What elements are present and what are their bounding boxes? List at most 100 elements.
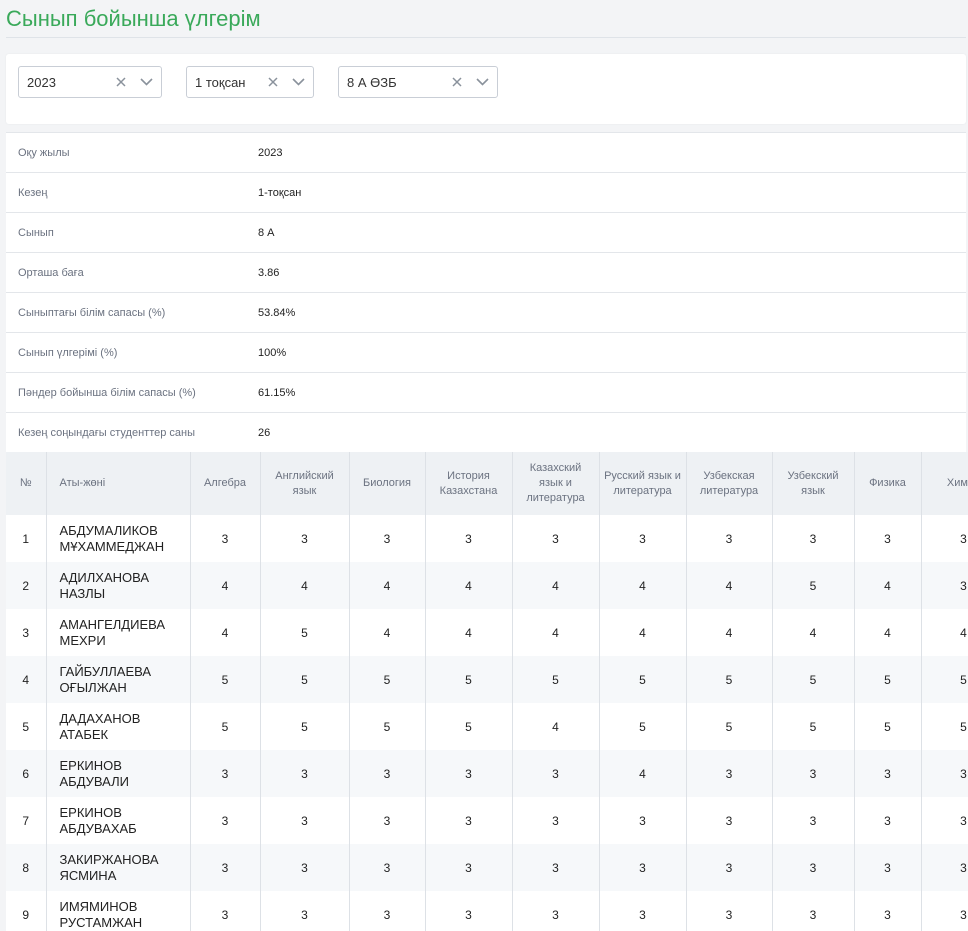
grade-cell: 3 (260, 797, 350, 844)
grade-cell: 5 (425, 656, 513, 703)
grade-cell: 3 (349, 844, 426, 891)
grade-cell: 3 (512, 797, 600, 844)
quarter-select[interactable]: 1 тоқсан (186, 66, 314, 98)
class-select[interactable]: 8 А ӨЗБ (338, 66, 498, 98)
grade-cell: 3 (349, 797, 426, 844)
column-header-subject[interactable]: Узбекский язык (772, 452, 855, 515)
quarter-select-value: 1 тоқсан (195, 74, 246, 90)
grade-cell: 3 (854, 891, 922, 931)
info-value: 53.84% (258, 306, 296, 319)
grade-cell: 3 (854, 844, 922, 891)
grade-cell: 3 (772, 844, 855, 891)
grade-cell: 4 (512, 562, 600, 609)
page-title: Сынып бойынша үлгерім (6, 6, 261, 31)
grade-cell: 3 (772, 750, 855, 797)
grade-cell: 3 (854, 750, 922, 797)
info-label: Сынып (18, 226, 54, 239)
grade-cell: 3 (425, 891, 513, 931)
column-header-subject[interactable]: Физика (854, 452, 922, 515)
grade-cell: 4 (260, 562, 350, 609)
grade-cell: 3 (349, 515, 426, 562)
grade-cell: 5 (921, 703, 968, 750)
clear-class-icon[interactable] (449, 77, 465, 87)
grade-cell: 4 (349, 562, 426, 609)
grade-cell: 3 (512, 891, 600, 931)
grade-cell: 3 (772, 515, 855, 562)
grade-cell: 4 (512, 703, 600, 750)
grade-cell: 3 (512, 844, 600, 891)
student-name: ЕРКИНОВ АБДУВАЛИ (46, 750, 191, 797)
info-value: 8 А (258, 226, 275, 239)
row-number: 3 (6, 609, 47, 656)
grade-cell: 3 (921, 750, 968, 797)
student-name: ДАДАХАНОВ АТАБЕК (46, 703, 191, 750)
chevron-down-icon[interactable] (473, 78, 491, 86)
grade-cell: 4 (599, 750, 687, 797)
grade-cell: 5 (260, 703, 350, 750)
grade-cell: 4 (512, 609, 600, 656)
column-header-num[interactable]: № (6, 452, 47, 515)
column-header-subject[interactable]: Английский язык (260, 452, 350, 515)
student-name: АДИЛХАНОВА НАЗЛЫ (46, 562, 191, 609)
clear-quarter-icon[interactable] (265, 77, 281, 87)
clear-year-icon[interactable] (113, 77, 129, 87)
column-header-subject[interactable]: Русский язык и литература (599, 452, 687, 515)
student-name: ЗАКИРЖАНОВА ЯСМИНА (46, 844, 191, 891)
column-header-subject[interactable]: История Казахстана (425, 452, 513, 515)
grade-cell: 3 (190, 750, 261, 797)
grade-cell: 3 (425, 797, 513, 844)
row-number: 8 (6, 844, 47, 891)
year-select-value: 2023 (27, 74, 56, 90)
info-label: Пәндер бойынша білім сапасы (%) (18, 386, 196, 399)
class-summary: Оқу жылы 2023 Кезең 1-тоқсан Сынып 8 А Орта… (6, 132, 966, 453)
grade-cell: 5 (349, 703, 426, 750)
column-header-subject[interactable]: Узбекская литература (686, 452, 773, 515)
column-header-name[interactable]: Аты-жөні (46, 452, 191, 515)
grade-cell: 5 (854, 656, 922, 703)
grade-cell: 4 (190, 562, 261, 609)
grade-cell: 3 (425, 844, 513, 891)
column-header-subject[interactable]: Химия (921, 452, 968, 515)
grade-cell: 5 (260, 656, 350, 703)
info-row: Сыныптағы білім сапасы (%) 53.84% (6, 293, 966, 333)
grades-table: № Аты-жөні Алгебра Английский язык Биоло… (6, 452, 968, 931)
year-select[interactable]: 2023 (18, 66, 162, 98)
grade-cell: 3 (921, 891, 968, 931)
grade-cell: 4 (190, 609, 261, 656)
table-row: 9 ИМЯМИНОВ РУСТАМЖАН 3 3 3 3 3 3 3 3 3 3 (6, 891, 968, 931)
chevron-down-icon[interactable] (289, 78, 307, 86)
info-row: Оқу жылы 2023 (6, 133, 966, 173)
info-label: Сынып үлгерімі (%) (18, 346, 118, 359)
column-header-subject[interactable]: Биология (349, 452, 426, 515)
grade-cell: 4 (854, 562, 922, 609)
column-header-subject[interactable]: Казахский язык и литература (512, 452, 600, 515)
grade-cell: 3 (260, 750, 350, 797)
grade-cell: 3 (425, 750, 513, 797)
grade-cell: 3 (260, 844, 350, 891)
grade-cell: 4 (686, 609, 773, 656)
grade-cell: 4 (349, 609, 426, 656)
table-row: 4 ГАЙБУЛЛАЕВА ОҒЫЛЖАН 5 5 5 5 5 5 5 5 5 5 (6, 656, 968, 703)
grade-cell: 3 (599, 797, 687, 844)
grade-cell: 3 (772, 891, 855, 931)
grade-cell: 3 (854, 797, 922, 844)
column-header-subject[interactable]: Алгебра (190, 452, 261, 515)
table-row: 8 ЗАКИРЖАНОВА ЯСМИНА 3 3 3 3 3 3 3 3 3 3 (6, 844, 968, 891)
table-row: 6 ЕРКИНОВ АБДУВАЛИ 3 3 3 3 3 4 3 3 3 3 (6, 750, 968, 797)
info-value: 26 (258, 427, 271, 439)
chevron-down-icon[interactable] (137, 78, 155, 86)
table-row: 5 ДАДАХАНОВ АТАБЕК 5 5 5 5 4 5 5 5 5 5 (6, 703, 968, 750)
table-row: 2 АДИЛХАНОВА НАЗЛЫ 4 4 4 4 4 4 4 5 4 3 (6, 562, 968, 609)
class-select-value: 8 А ӨЗБ (347, 74, 397, 90)
grade-cell: 3 (190, 844, 261, 891)
info-row: Кезең 1-тоқсан (6, 173, 966, 213)
grade-cell: 3 (686, 891, 773, 931)
row-number: 1 (6, 515, 47, 562)
info-value: 61.15% (258, 386, 296, 399)
info-label: Орташа баға (18, 266, 84, 279)
row-number: 7 (6, 797, 47, 844)
grade-cell: 3 (686, 797, 773, 844)
table-header-row: № Аты-жөні Алгебра Английский язык Биоло… (6, 452, 968, 515)
grade-cell: 3 (349, 750, 426, 797)
grades-table-container[interactable]: № Аты-жөні Алгебра Английский язык Биоло… (6, 452, 968, 931)
